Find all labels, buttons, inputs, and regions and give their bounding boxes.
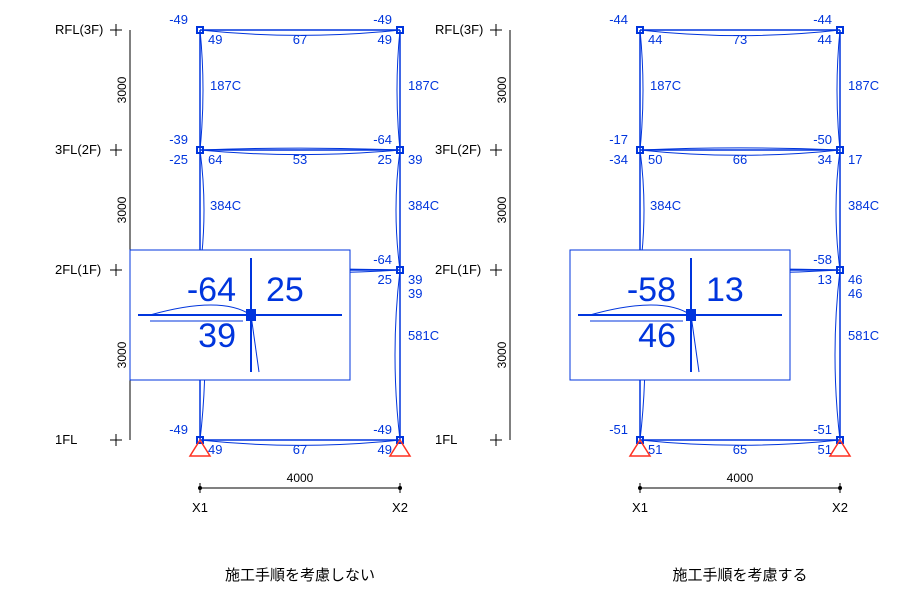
axial: 581C [848, 328, 879, 343]
moment: 17 [848, 152, 862, 167]
moment: 51 [818, 442, 832, 457]
moment: 39 [408, 286, 422, 301]
moment: 25 [378, 272, 392, 287]
moment: 67 [293, 442, 307, 457]
moment: -49 [169, 422, 188, 437]
moment: 51 [648, 442, 662, 457]
moment: -17 [609, 132, 628, 147]
moment: 39 [408, 152, 422, 167]
moment: 49 [208, 32, 222, 47]
moment: -49 [373, 12, 392, 27]
moment: -44 [813, 12, 832, 27]
moment: 64 [208, 152, 222, 167]
moment: 50 [648, 152, 662, 167]
zoom-val: 13 [706, 271, 744, 309]
diagram-canvas: RFL(3F) 3FL(2F) 2FL(1F) 1FL 3000 3000 3000 -49 4… [0, 0, 900, 600]
dim-span: 4000 [727, 471, 754, 485]
moment: -44 [609, 12, 628, 27]
col-label: X1 [632, 500, 648, 515]
moment: 25 [378, 152, 392, 167]
moment: 44 [648, 32, 662, 47]
moment: 39 [408, 272, 422, 287]
moment: 53 [293, 152, 307, 167]
moment: 49 [378, 442, 392, 457]
floor-label: 3FL(2F) [435, 142, 481, 157]
moment: 13 [818, 272, 832, 287]
dim-height: 3000 [115, 341, 129, 368]
moment: -34 [609, 152, 628, 167]
axial: 187C [408, 78, 439, 93]
zoom-val: 46 [638, 317, 676, 355]
floor-label: 1FL [55, 432, 77, 447]
axial: 384C [650, 198, 681, 213]
axial: 187C [848, 78, 879, 93]
col-label: X2 [832, 500, 848, 515]
zoom-val: -64 [187, 271, 236, 309]
moment: 49 [378, 32, 392, 47]
moment: 46 [848, 286, 862, 301]
moment: -51 [609, 422, 628, 437]
moment: -64 [373, 252, 392, 267]
zoom-val: -58 [627, 271, 676, 309]
floor-label: RFL(3F) [435, 22, 483, 37]
axial: 384C [848, 198, 879, 213]
moment: 49 [208, 442, 222, 457]
axial: 187C [210, 78, 241, 93]
axial: 581C [408, 328, 439, 343]
moment: -50 [813, 132, 832, 147]
moment: 44 [818, 32, 832, 47]
floor-label: 3FL(2F) [55, 142, 101, 157]
dim-span: 4000 [287, 471, 314, 485]
moment: 73 [733, 32, 747, 47]
dim-height: 3000 [495, 341, 509, 368]
moment: 34 [818, 152, 832, 167]
floor-label: 2FL(1F) [55, 262, 101, 277]
moment: -64 [373, 132, 392, 147]
moment: -49 [373, 422, 392, 437]
zoom-val: 25 [266, 271, 304, 309]
col-label: X1 [192, 500, 208, 515]
moment: 65 [733, 442, 747, 457]
dim-height: 3000 [495, 196, 509, 223]
caption: 施工手順を考慮する [672, 567, 807, 584]
moment: -51 [813, 422, 832, 437]
dim-height: 3000 [115, 196, 129, 223]
zoom-val: 39 [198, 317, 236, 355]
floor-label: RFL(3F) [55, 22, 103, 37]
axial: 187C [650, 78, 681, 93]
floor-label: 2FL(1F) [435, 262, 481, 277]
moment: 67 [293, 32, 307, 47]
moment: -39 [169, 132, 188, 147]
axial: 384C [210, 198, 241, 213]
moment: -49 [169, 12, 188, 27]
moment: -58 [813, 252, 832, 267]
caption: 施工手順を考慮しない [225, 567, 375, 584]
moment: 46 [848, 272, 862, 287]
col-label: X2 [392, 500, 408, 515]
dim-height: 3000 [115, 76, 129, 103]
floor-label: 1FL [435, 432, 457, 447]
moment: 66 [733, 152, 747, 167]
moment: -25 [169, 152, 188, 167]
axial: 384C [408, 198, 439, 213]
dim-height: 3000 [495, 76, 509, 103]
